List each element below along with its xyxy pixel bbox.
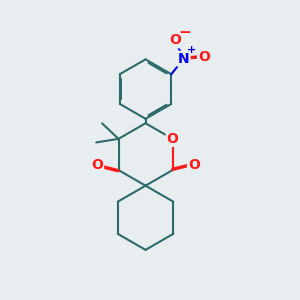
Text: O: O — [198, 50, 210, 64]
Text: +: + — [187, 45, 196, 55]
Text: O: O — [91, 158, 103, 172]
Text: O: O — [167, 132, 178, 146]
Text: O: O — [169, 33, 181, 47]
Text: N: N — [178, 52, 190, 66]
Text: O: O — [188, 158, 200, 172]
Text: −: − — [178, 26, 191, 40]
